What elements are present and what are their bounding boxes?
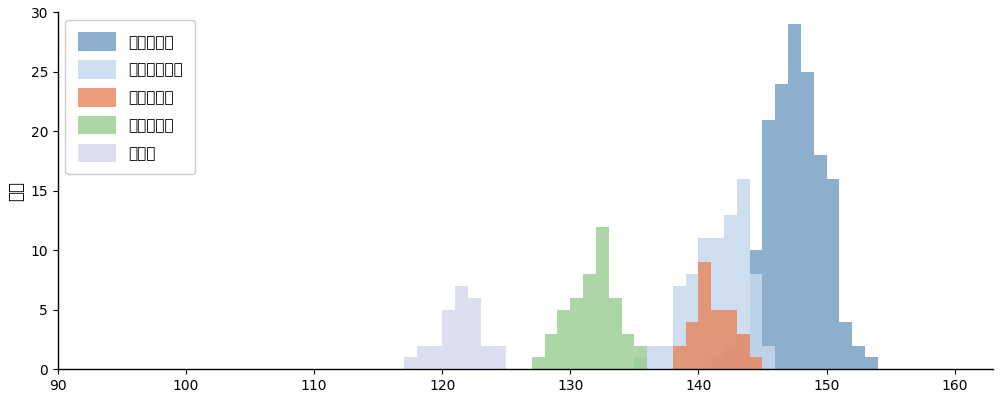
Bar bbox=[429, 346, 442, 369]
Bar bbox=[788, 24, 801, 369]
Bar bbox=[762, 120, 775, 369]
Bar bbox=[698, 262, 711, 369]
Bar bbox=[532, 358, 545, 369]
Bar bbox=[737, 179, 750, 369]
Bar bbox=[545, 334, 557, 369]
Bar bbox=[724, 346, 737, 369]
Bar bbox=[865, 358, 878, 369]
Bar bbox=[750, 358, 762, 369]
Bar bbox=[673, 346, 686, 369]
Bar bbox=[660, 346, 673, 369]
Bar bbox=[417, 346, 429, 369]
Bar bbox=[737, 334, 750, 369]
Bar bbox=[750, 274, 762, 369]
Bar bbox=[634, 346, 647, 369]
Bar bbox=[583, 274, 596, 369]
Bar bbox=[814, 155, 827, 369]
Bar bbox=[724, 310, 737, 369]
Bar bbox=[852, 346, 865, 369]
Bar bbox=[750, 250, 762, 369]
Bar bbox=[634, 358, 647, 369]
Bar bbox=[622, 334, 634, 369]
Legend: ストレート, カットボール, スプリット, スライダー, カーブ: ストレート, カットボール, スプリット, スライダー, カーブ bbox=[65, 20, 195, 174]
Bar bbox=[673, 286, 686, 369]
Bar bbox=[481, 346, 493, 369]
Bar bbox=[647, 346, 660, 369]
Bar bbox=[724, 215, 737, 369]
Bar bbox=[468, 298, 481, 369]
Bar bbox=[404, 358, 417, 369]
Bar bbox=[711, 310, 724, 369]
Y-axis label: 球数: 球数 bbox=[7, 181, 25, 201]
Bar bbox=[711, 238, 724, 369]
Bar bbox=[775, 84, 788, 369]
Bar bbox=[570, 298, 583, 369]
Bar bbox=[609, 298, 622, 369]
Bar bbox=[737, 334, 750, 369]
Bar bbox=[596, 226, 609, 369]
Bar bbox=[827, 179, 839, 369]
Bar bbox=[801, 72, 814, 369]
Bar bbox=[557, 310, 570, 369]
Bar bbox=[698, 238, 711, 369]
Bar bbox=[686, 274, 698, 369]
Bar bbox=[442, 310, 455, 369]
Bar bbox=[493, 346, 506, 369]
Bar bbox=[762, 346, 775, 369]
Bar bbox=[686, 322, 698, 369]
Bar bbox=[711, 358, 724, 369]
Bar bbox=[455, 286, 468, 369]
Bar bbox=[839, 322, 852, 369]
